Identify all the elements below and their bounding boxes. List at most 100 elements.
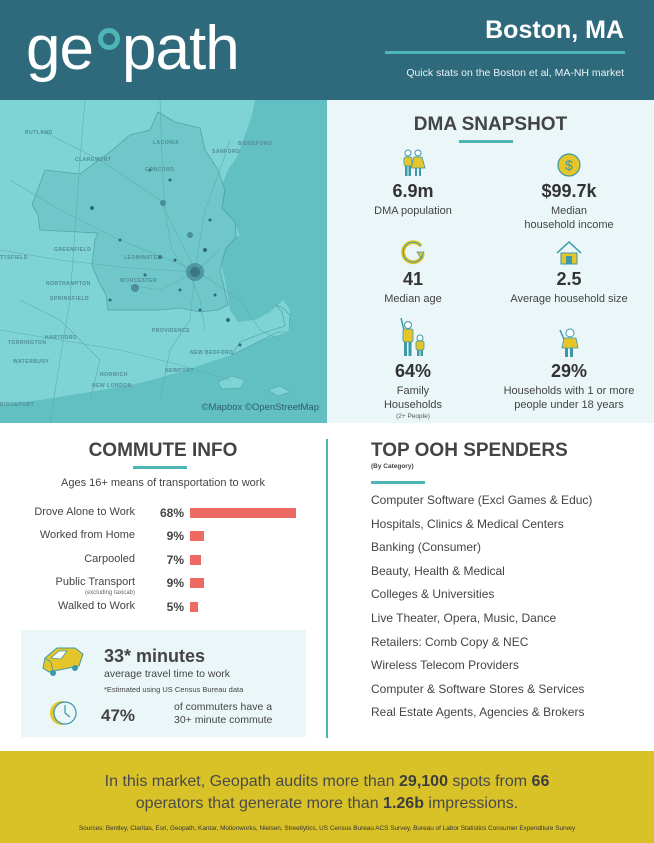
bar [190,508,296,518]
map-label: RUTLAND [25,130,53,136]
map-label: WORCESTER [120,278,157,284]
bar-row: Worked from Home 9% [0,529,320,547]
stat-population: 6.9m DMA population [338,148,488,218]
bar-label-note: (excluding taxicab) [84,590,135,596]
map-label: SANFORD [212,149,241,155]
stat-value: $99.7k [541,181,597,201]
map-label: NORTHAMPTON [46,281,91,287]
ooh-spenders-list: Computer Software (Excl Games & Educ) Ho… [371,492,592,728]
page-subtitle: Quick stats on the Boston et al, MA-NH m… [406,67,624,79]
bar-label: Carpooled [84,553,135,565]
list-item: Computer Software (Excl Games & Educ) [371,493,593,507]
market-map[interactable]: RUTLAND CLAREMONT LACONIA CONCORD SANFOR… [0,100,327,423]
bar-label: Public Transport [55,576,135,588]
stat-label: DMA population [374,205,452,217]
list-item: Colleges & Universities [371,587,495,602]
header: ge path Boston, MA Quick stats on the Bo… [0,0,654,100]
list-item: Real Estate Agents, Agencies & Brokers [371,705,585,720]
map-label: LEOMINSTER [124,255,162,261]
map-label: WATERBURY [13,359,50,365]
map-label: NEW LONDON [92,383,132,389]
cape-cod [231,304,291,356]
stat-label-line2: people under 18 years [514,399,624,411]
travel-time-box: 33* minutes average travel time to work … [21,630,306,737]
bar [190,602,198,612]
dma-snapshot-panel: DMA SNAPSHOT 6.9m DMA population $ $9 [327,100,654,423]
dma-region [31,111,237,313]
header-divider [385,51,625,54]
section-title: COMMUTE INFO [88,440,238,461]
refresh-cycle-icon [338,236,488,266]
bar-row: Walked to Work 5% [0,600,320,618]
bar-value: 5% [166,600,184,614]
stat-label-line1: Households with 1 or more [503,385,635,397]
stat-income: $ $99.7k Median household income [494,148,644,232]
title-underline [459,140,513,143]
svg-text:$: $ [565,157,573,173]
travel-description: average travel time to work [104,668,231,680]
map-label: CLAREMONT [75,157,112,163]
list-item: Computer & Software Stores & Services [371,681,585,696]
summary-text: spots from [447,773,532,790]
bar-row: Carpooled 7% [0,553,320,571]
bar [190,555,201,565]
impressions-count: 1.26b [383,795,424,812]
travel-footnote: *Estimated using US Census Bureau data [104,685,244,694]
stat-note: (2+ People) [396,413,430,420]
list-item: Beauty, Health & Medical [371,563,505,578]
spots-count: 29,100 [399,773,448,790]
long-commute-line1: of commuters have a [174,701,273,713]
summary-text: operators that generate more than [135,795,384,812]
bar-label: Worked from Home [39,529,135,541]
stat-household-size: 2.5 Average household size [494,236,644,306]
long-commute-line2: 30+ minute commute [174,714,273,726]
footer-banner: In this market, Geopath audits more than… [0,751,654,843]
summary-text: In this market, Geopath audits more than [104,773,400,790]
list-item: Retailers: Comb Copy & NEC [371,634,529,649]
section-title: TOP OOH SPENDERS [371,440,568,461]
section-title: DMA SNAPSHOT [413,114,568,135]
stat-label-line1: Median [550,205,588,217]
inventory-dots [90,168,242,347]
page-title: Boston, MA [485,16,624,44]
commute-subtitle: Ages 16+ means of transportation to work [61,477,265,489]
map-label: PROVIDENCE [152,328,191,334]
map-label: LACONIA [153,140,180,146]
list-item: Banking (Consumer) [371,540,482,555]
ocean-area [0,100,327,423]
stat-value: 64% [394,361,432,381]
map-label: BIDDEFORD [238,141,273,147]
stat-households-with-children: 29% Households with 1 or more people und… [494,318,644,412]
bar-row: Drove Alone to Work 68% [0,506,320,524]
list-item: Wireless Telecom Providers [371,658,519,673]
logo-text-left: ge [26,14,94,83]
section-subtitle: (By Category) [371,463,414,470]
map-label: NORWICH [100,372,128,378]
stat-median-age: 41 Median age [338,236,488,306]
map-label: CONCORD [145,167,175,173]
map-label: HARTFORD [45,335,78,341]
nantucket [267,385,291,397]
bar [190,531,205,541]
map-label: TORRINGTON [8,340,47,346]
sources: Sources: Bentley, Claritas, Esri, Geopat… [78,825,576,832]
house-icon [494,236,644,266]
list-item: Hospitals, Clinics & Medical Centers [371,516,564,531]
stat-label: Median age [384,293,442,305]
long-commute-description: of commuters have a 30+ minute commute [174,701,272,727]
map-attribution[interactable]: ©Mapbox ©OpenStreetMap [201,402,319,413]
title-underline [133,466,187,469]
map-label: RIDGEPORT [0,402,35,408]
stat-label: Average household size [510,293,628,305]
stat-value: 41 [402,269,424,289]
map-label: GREENFIELD [54,247,92,253]
market-summary: In this market, Geopath audits more than… [0,771,654,815]
logo-ring-icon [98,28,120,50]
couple-icon [338,148,488,178]
map-label: TTSFIELD [0,255,28,261]
bar-value: 7% [166,553,184,567]
bar-value: 9% [166,529,184,543]
stat-value: 2.5 [556,269,582,289]
operators-count: 66 [531,773,550,790]
marthas-vineyard [217,375,246,390]
